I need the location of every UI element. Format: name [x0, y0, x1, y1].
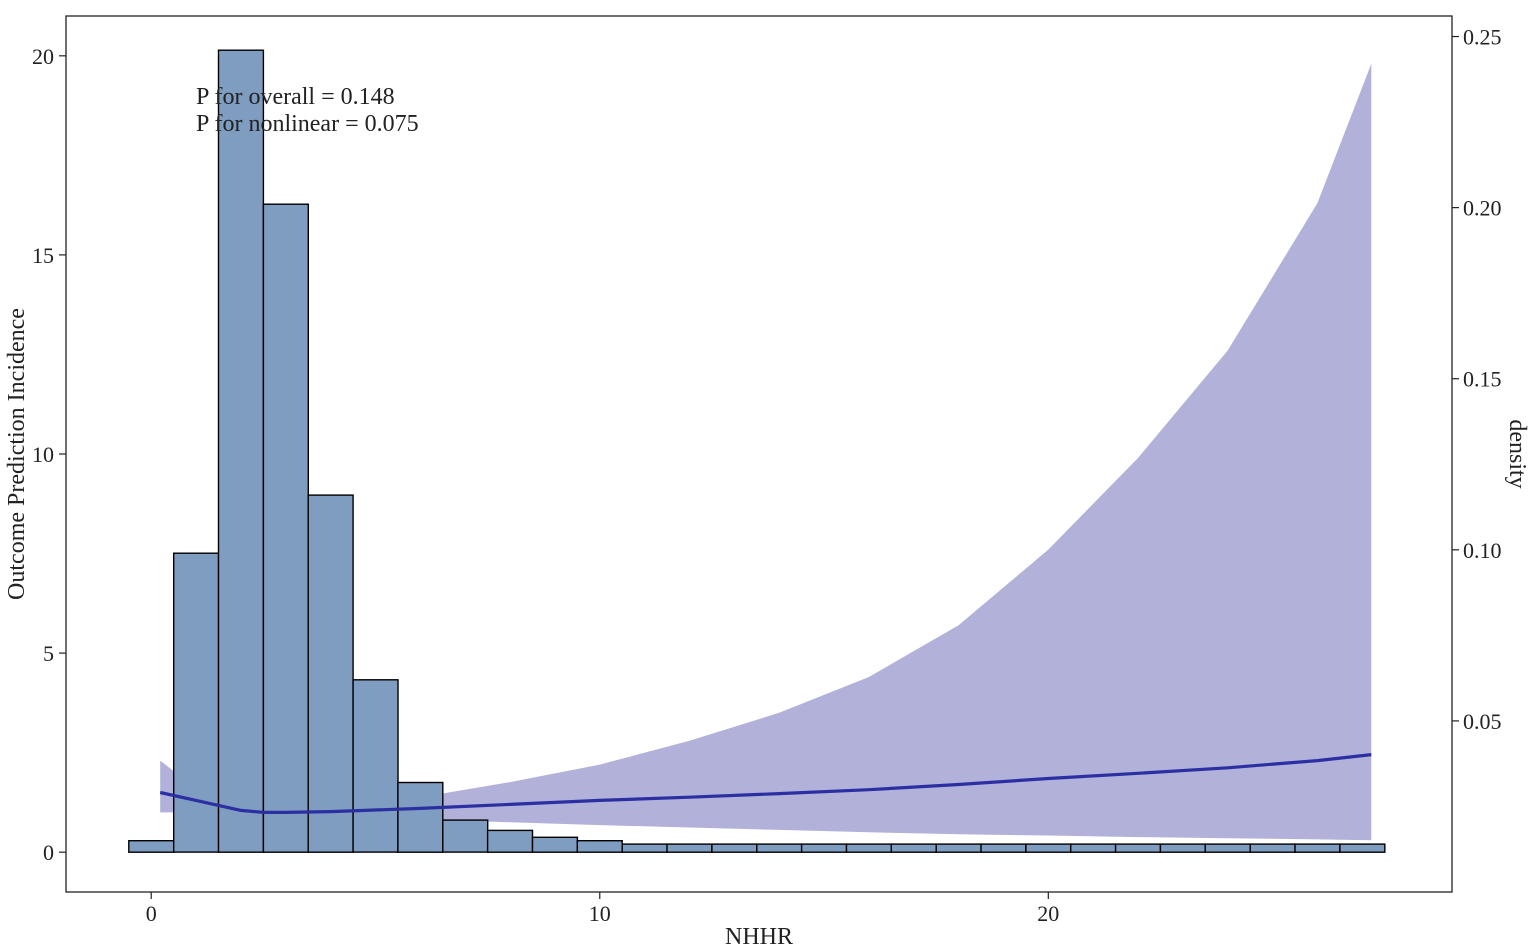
histogram-bar — [217, 49, 265, 853]
histogram-bar — [1159, 843, 1207, 853]
histogram-bar — [576, 840, 623, 853]
histogram-bar — [711, 843, 758, 853]
histogram-bar — [621, 843, 668, 853]
histogram-bar — [128, 840, 175, 853]
histogram-layer — [128, 49, 1386, 853]
y-tick-label: 5 — [43, 641, 54, 666]
y2-tick-label: 0.15 — [1463, 367, 1502, 392]
histogram-bar — [397, 781, 444, 853]
histogram-bar — [890, 843, 937, 853]
histogram-bar — [756, 843, 803, 853]
histogram-bar — [935, 843, 982, 853]
y-tick-label: 0 — [43, 840, 54, 865]
y2-axis-title: density — [1504, 419, 1530, 488]
ci-band — [160, 63, 1372, 841]
x-tick-label: 0 — [146, 901, 157, 926]
y2-tick-label: 0.25 — [1463, 25, 1502, 50]
histogram-bar — [262, 203, 309, 853]
histogram-bar — [442, 819, 489, 853]
histogram-bar — [980, 843, 1027, 853]
histogram-bar — [1249, 843, 1296, 853]
y2-tick-label: 0.20 — [1463, 196, 1502, 221]
x-tick-label: 10 — [589, 901, 611, 926]
histogram-bar — [666, 843, 713, 853]
y-tick-label: 20 — [32, 44, 54, 69]
ci-layer — [160, 63, 1372, 841]
histogram-bar — [1339, 843, 1386, 853]
histogram-bar — [172, 552, 220, 853]
y2-tick-label: 0.10 — [1463, 538, 1502, 563]
histogram-bar — [352, 679, 399, 853]
histogram-bar — [845, 843, 893, 853]
fitted-curve — [159, 753, 1372, 814]
histogram-bar — [486, 829, 534, 853]
y-tick-label: 15 — [32, 243, 54, 268]
x-axis-title: NHHR — [725, 924, 793, 950]
annotation-overall: P for overall = 0.148 — [196, 84, 395, 110]
y-tick-label: 10 — [32, 442, 54, 467]
histogram-bar — [1114, 843, 1162, 853]
x-tick-label: 20 — [1037, 901, 1059, 926]
histogram-bar — [1204, 843, 1251, 853]
histogram-bar — [307, 494, 354, 853]
y-axis-title: Outcome Prediction Incidence — [4, 308, 30, 600]
histogram-bar — [1069, 843, 1117, 853]
annotation-nonlinear: P for nonlinear = 0.075 — [196, 111, 419, 137]
histogram-bar — [1294, 843, 1341, 853]
histogram-bar — [531, 836, 579, 853]
axis-layer: 0 10 20 0 5 10 15 20 0.05 0.10 0.15 0.20 0.25 — [32, 25, 1502, 926]
curve-layer — [159, 753, 1372, 814]
histogram-bar — [1025, 843, 1072, 853]
y2-tick-label: 0.05 — [1463, 709, 1502, 734]
histogram-bar — [800, 843, 848, 853]
